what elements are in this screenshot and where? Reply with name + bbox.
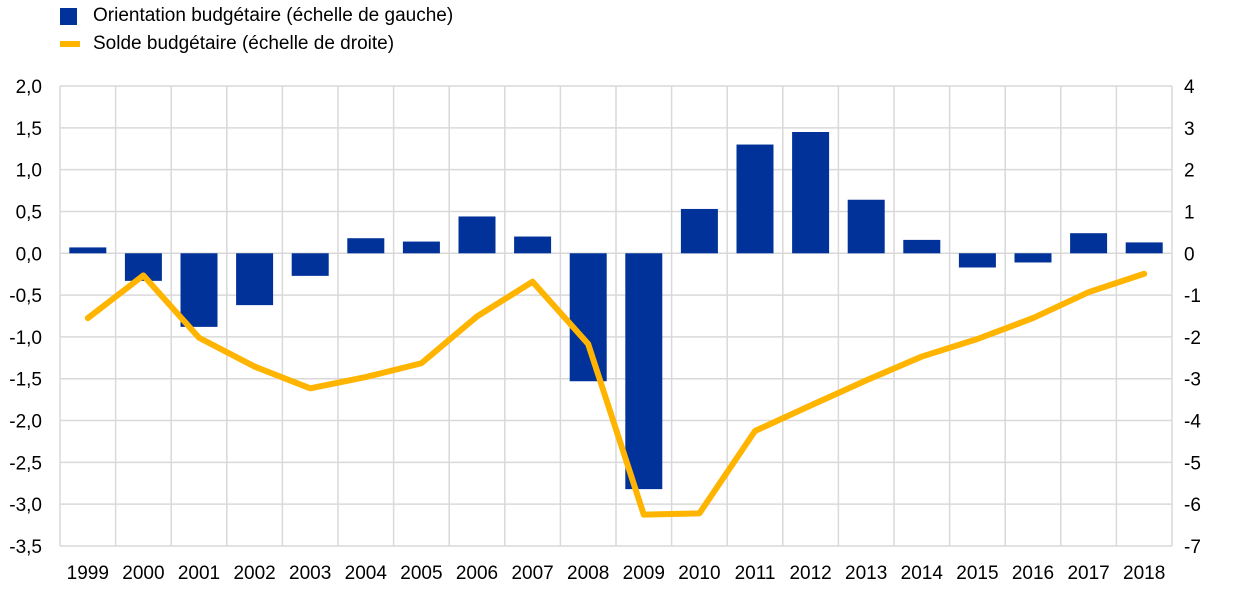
bar-2001 [180, 253, 218, 327]
bar-2007 [514, 236, 552, 254]
bar-2008 [569, 253, 607, 382]
x-tick-label: 2016 [1012, 563, 1054, 584]
x-tick-label: 2013 [845, 563, 887, 584]
y-left-tick-label: 0,0 [16, 244, 42, 265]
bar-2004 [347, 238, 385, 254]
bar-2016 [1014, 253, 1052, 263]
x-tick-label: 2005 [400, 563, 442, 584]
y-right-tick-label: 1 [1184, 202, 1195, 223]
bar-2006 [458, 216, 496, 254]
y-left-tick-label: -3,5 [9, 537, 42, 558]
bar-2011 [736, 144, 774, 254]
legend-swatch-line [60, 41, 80, 47]
bar-2018 [1125, 242, 1163, 254]
bar-2002 [236, 253, 274, 306]
x-tick-label: 2002 [233, 563, 275, 584]
y-right-tick-label: 0 [1184, 244, 1195, 265]
y-right-tick-label: -6 [1184, 495, 1201, 516]
legend: Orientation budgétaire (échelle de gauch… [60, 2, 453, 58]
bar-2013 [847, 199, 885, 254]
y-right-tick-label: -4 [1184, 412, 1201, 433]
x-tick-label: 2006 [456, 563, 498, 584]
x-tick-label: 2003 [289, 563, 331, 584]
y-right-tick-label: 2 [1184, 161, 1195, 182]
y-left-tick-label: 1,0 [16, 161, 42, 182]
y-left-tick-label: 1,5 [16, 119, 42, 140]
x-tick-label: 2015 [956, 563, 998, 584]
x-tick-label: 2012 [789, 563, 831, 584]
y-left-tick-label: -0,5 [9, 286, 42, 307]
y-right-tick-label: -2 [1184, 328, 1201, 349]
legend-swatch-bars [60, 7, 77, 25]
x-tick-label: 2017 [1067, 563, 1109, 584]
y-right-tick-label: -7 [1184, 537, 1201, 558]
y-right-tick-label: 4 [1184, 77, 1195, 98]
bar-2017 [1070, 233, 1108, 254]
legend-item-bars: Orientation budgétaire (échelle de gauch… [60, 2, 453, 30]
x-tick-label: 2001 [178, 563, 220, 584]
bar-2003 [291, 253, 329, 276]
y-right-tick-label: -3 [1184, 370, 1201, 391]
bar-2010 [680, 208, 718, 254]
legend-item-line: Solde budgétaire (échelle de droite) [60, 30, 453, 58]
y-right-tick-label: 3 [1184, 119, 1195, 140]
y-left-tick-label: 0,5 [16, 202, 42, 223]
x-tick-label: 2008 [567, 563, 609, 584]
x-tick-label: 2004 [345, 563, 388, 584]
y-left-tick-label: -2,5 [9, 453, 42, 474]
line-solde-budgetaire [84, 270, 1148, 518]
y-left-tick-label: 2,0 [16, 77, 42, 98]
bar-2009 [625, 253, 663, 490]
x-tick-label: 2011 [735, 563, 776, 584]
x-tick-label: 2009 [623, 563, 665, 584]
x-tick-label: 2007 [511, 563, 553, 584]
x-tick-label: 2014 [901, 563, 944, 584]
bar-1999 [69, 247, 107, 254]
legend-label-bars: Orientation budgétaire (échelle de gauch… [93, 5, 454, 26]
x-tick-label: 2010 [678, 563, 720, 584]
y-left-tick-label: -1,5 [9, 370, 42, 391]
bar-2014 [903, 239, 941, 254]
bar-2015 [958, 253, 996, 268]
y-left-tick-label: -3,0 [9, 495, 42, 516]
y-right-tick-label: -5 [1184, 453, 1201, 474]
x-tick-label: 2000 [122, 563, 164, 584]
x-tick-label: 1999 [67, 563, 109, 584]
bar-2012 [792, 132, 830, 254]
y-left-tick-label: -2,0 [9, 412, 42, 433]
x-tick-label: 2018 [1123, 563, 1165, 584]
legend-label-line: Solde budgétaire (échelle de droite) [93, 33, 395, 54]
y-left-tick-label: -1,0 [9, 328, 42, 349]
bar-2005 [402, 241, 440, 254]
y-right-tick-label: -1 [1184, 286, 1201, 307]
